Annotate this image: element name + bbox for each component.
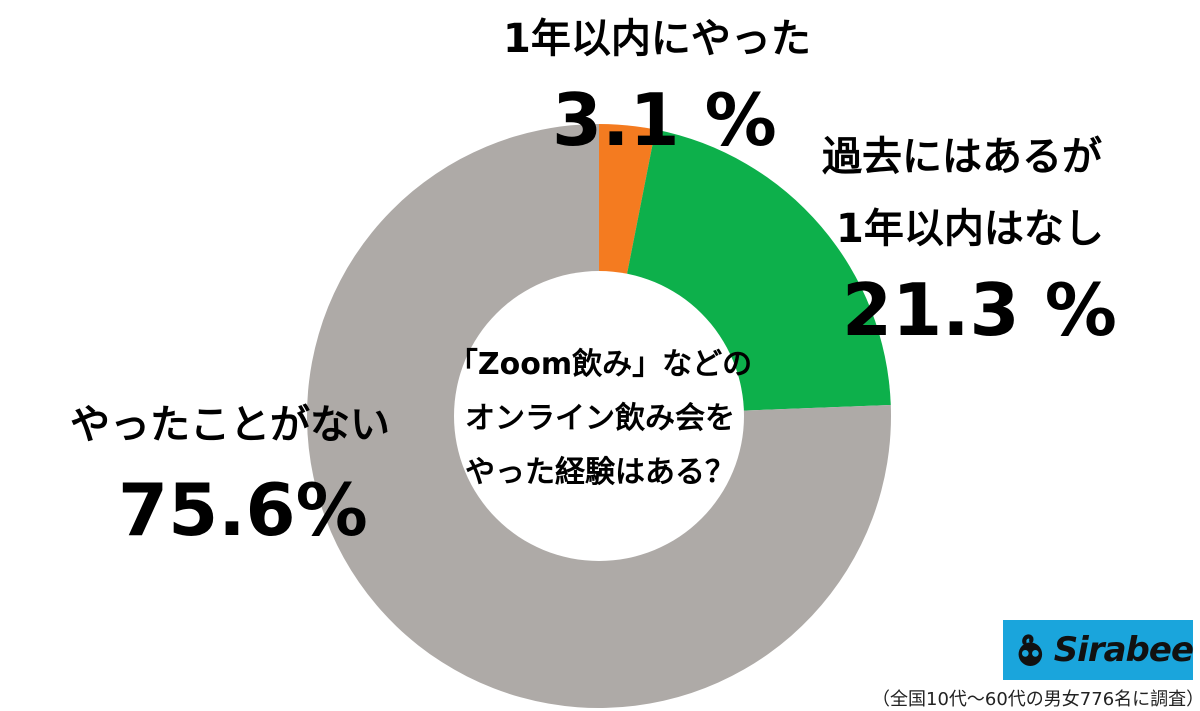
slice1-percent: 3.1 % (552, 78, 777, 162)
center-question: 「Zoom飲み」などの オンライン飲み会を やった経験はある？ (430, 338, 770, 500)
slice2-label-line1: 過去にはあるが (822, 134, 1102, 180)
slice3-label: やったことがない (70, 402, 390, 448)
donut-hole (454, 271, 744, 561)
survey-footnote: （全国10代～60代の男女776名に調査） (872, 689, 1200, 710)
center-line-3: やった経験はある？ (465, 455, 735, 490)
center-line-2: オンライン飲み会を (465, 401, 735, 436)
slice1-label: 1年以内にやった (503, 16, 811, 62)
slice2-percent: 21.3 % (842, 268, 1117, 352)
slice2-label-line2: 1年以内はなし (836, 206, 1104, 252)
sirabee-mark-icon (1018, 634, 1043, 666)
slice3-percent: 75.6% (118, 468, 368, 552)
sirabee-logo: Sirabee (1003, 620, 1194, 680)
sirabee-wordmark: Sirabee (1053, 630, 1194, 670)
center-line-1: 「Zoom飲み」などの (447, 347, 753, 382)
